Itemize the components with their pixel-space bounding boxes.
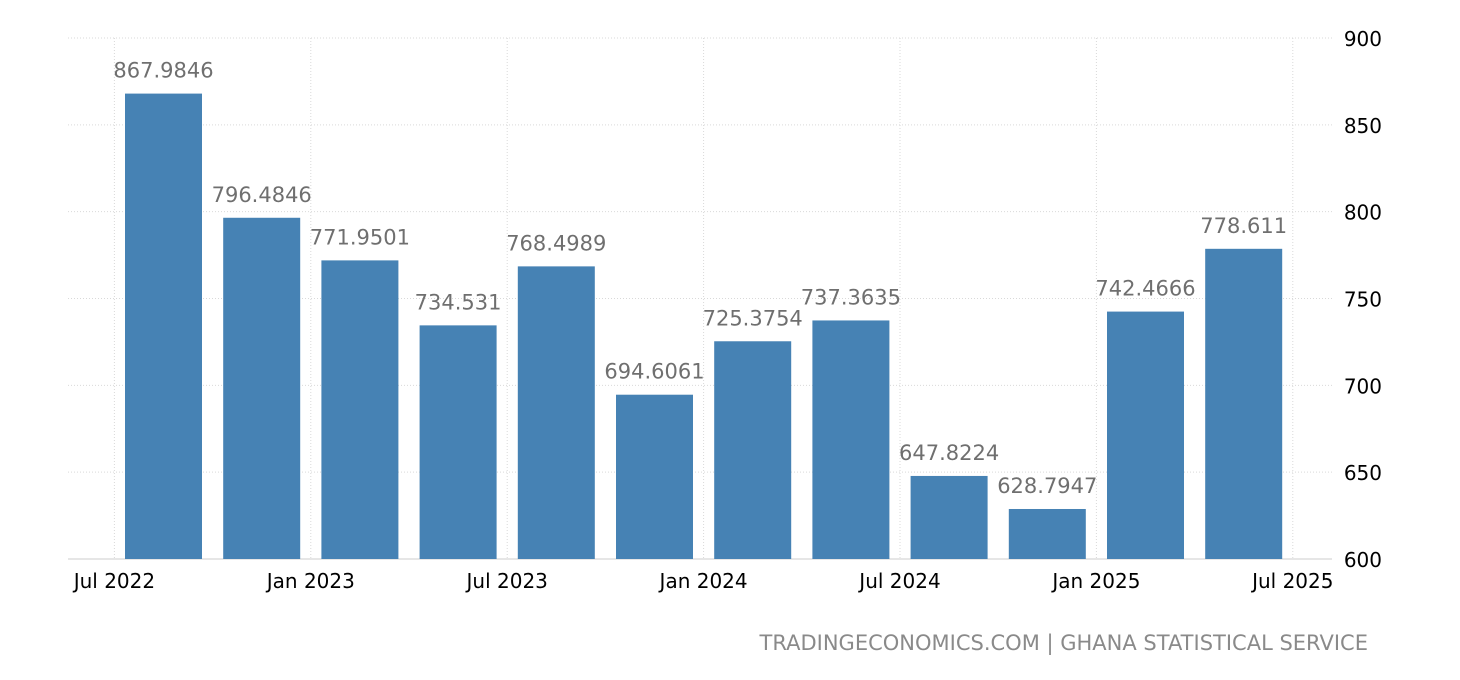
bar [419, 325, 497, 559]
y-tick-label: 850 [1344, 114, 1382, 138]
data-label: 768.4989 [506, 231, 606, 255]
x-tick-label: Jul 2024 [857, 569, 940, 593]
x-tick-label: Jan 2025 [1050, 569, 1140, 593]
data-label: 734.531 [415, 290, 502, 314]
bars [125, 93, 1283, 560]
y-axis: 600 650 700 750 800 850 900 [1344, 27, 1382, 572]
y-tick-label: 750 [1344, 288, 1382, 312]
y-tick-label: 700 [1344, 374, 1382, 398]
source-credit: TRADINGECONOMICS.COM | GHANA STATISTICAL… [759, 631, 1368, 656]
bar [714, 341, 792, 559]
data-label: 771.9501 [310, 225, 410, 249]
y-tick-label: 600 [1344, 548, 1382, 572]
x-tick-label: Jul 2022 [72, 569, 155, 593]
bar [517, 266, 595, 559]
y-tick-label: 800 [1344, 201, 1382, 225]
x-tick-label: Jul 2023 [465, 569, 548, 593]
x-axis: Jul 2022 Jan 2023 Jul 2023 Jan 2024 Jul 2024… [72, 569, 1334, 593]
y-tick-label: 900 [1344, 27, 1382, 51]
data-label: 725.3754 [703, 306, 803, 330]
x-tick-label: Jan 2024 [658, 569, 748, 593]
bar [321, 260, 399, 559]
bar [1205, 248, 1283, 559]
data-label: 742.4666 [1095, 277, 1195, 301]
data-label: 628.7947 [997, 474, 1097, 498]
bar [616, 394, 693, 559]
y-tick-label: 650 [1344, 461, 1382, 485]
x-tick-label: Jul 2025 [1250, 569, 1333, 593]
bar [812, 320, 890, 559]
bar [125, 93, 202, 560]
data-labels: 867.9846 796.4846 771.9501 734.531 768.4989 6… [113, 59, 1287, 498]
bar [1008, 508, 1086, 559]
data-label: 778.611 [1200, 214, 1287, 238]
x-tick-label: Jan 2023 [265, 569, 355, 593]
data-label: 737.3635 [801, 285, 901, 309]
data-label: 867.9846 [113, 59, 213, 83]
data-label: 694.6061 [604, 360, 704, 384]
bar [1107, 311, 1184, 559]
data-label: 647.8224 [899, 441, 999, 465]
bar [910, 475, 988, 559]
data-label: 796.4846 [212, 183, 312, 207]
bar [223, 217, 301, 560]
